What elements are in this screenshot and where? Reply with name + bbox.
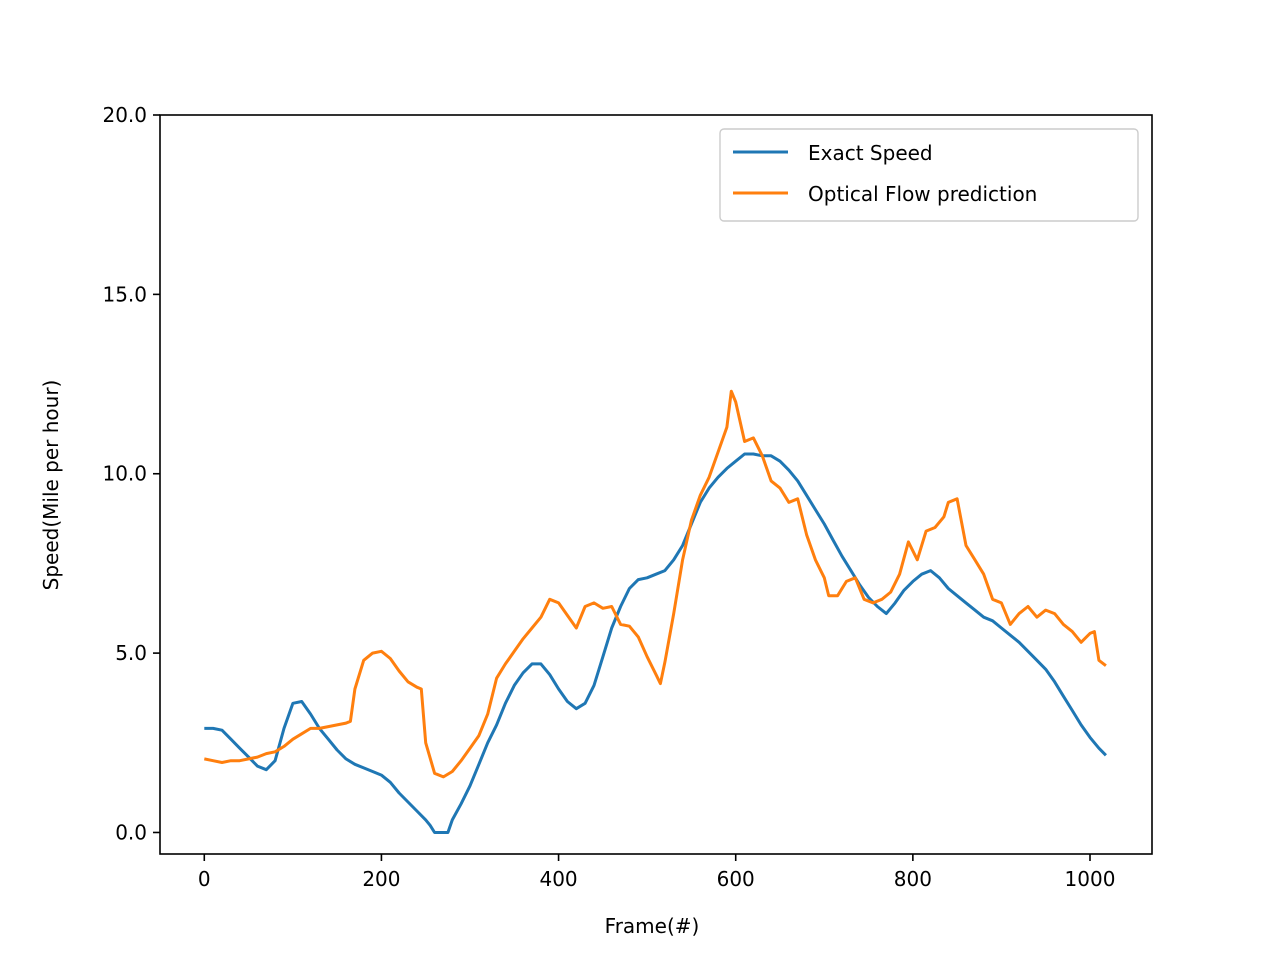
series-line-0 bbox=[204, 452, 1107, 834]
y-axis-ticks: 0.0 5.0 10.0 15.0 20.0 bbox=[102, 103, 160, 844]
y-tick-label: 20.0 bbox=[102, 103, 147, 127]
x-tick-label: 800 bbox=[894, 867, 932, 891]
legend-label-optical-flow: Optical Flow prediction bbox=[808, 182, 1037, 206]
x-axis-label: Frame(#) bbox=[605, 914, 700, 938]
x-tick-label: 1000 bbox=[1065, 867, 1116, 891]
y-tick-label: 10.0 bbox=[102, 462, 147, 486]
legend-label-exact-speed: Exact Speed bbox=[808, 141, 933, 165]
legend: Exact Speed Optical Flow prediction bbox=[719, 128, 1139, 222]
x-tick-label: 400 bbox=[539, 867, 577, 891]
x-tick-label: 600 bbox=[717, 867, 755, 891]
y-tick-label: 0.0 bbox=[115, 820, 147, 844]
y-axis-label: Speed(Mile per hour) bbox=[39, 380, 63, 591]
plot-frame bbox=[159, 114, 1153, 855]
y-tick-label: 15.0 bbox=[102, 282, 147, 306]
y-tick-label: 5.0 bbox=[115, 641, 147, 665]
x-tick-label: 0 bbox=[198, 867, 211, 891]
legend-frame bbox=[719, 128, 1139, 222]
x-axis-ticks: 0 200 400 600 800 1000 bbox=[198, 854, 1116, 891]
series-layer bbox=[203, 389, 1107, 834]
plot-area bbox=[160, 115, 1152, 854]
x-tick-label: 200 bbox=[362, 867, 400, 891]
series-line-1 bbox=[203, 389, 1107, 779]
